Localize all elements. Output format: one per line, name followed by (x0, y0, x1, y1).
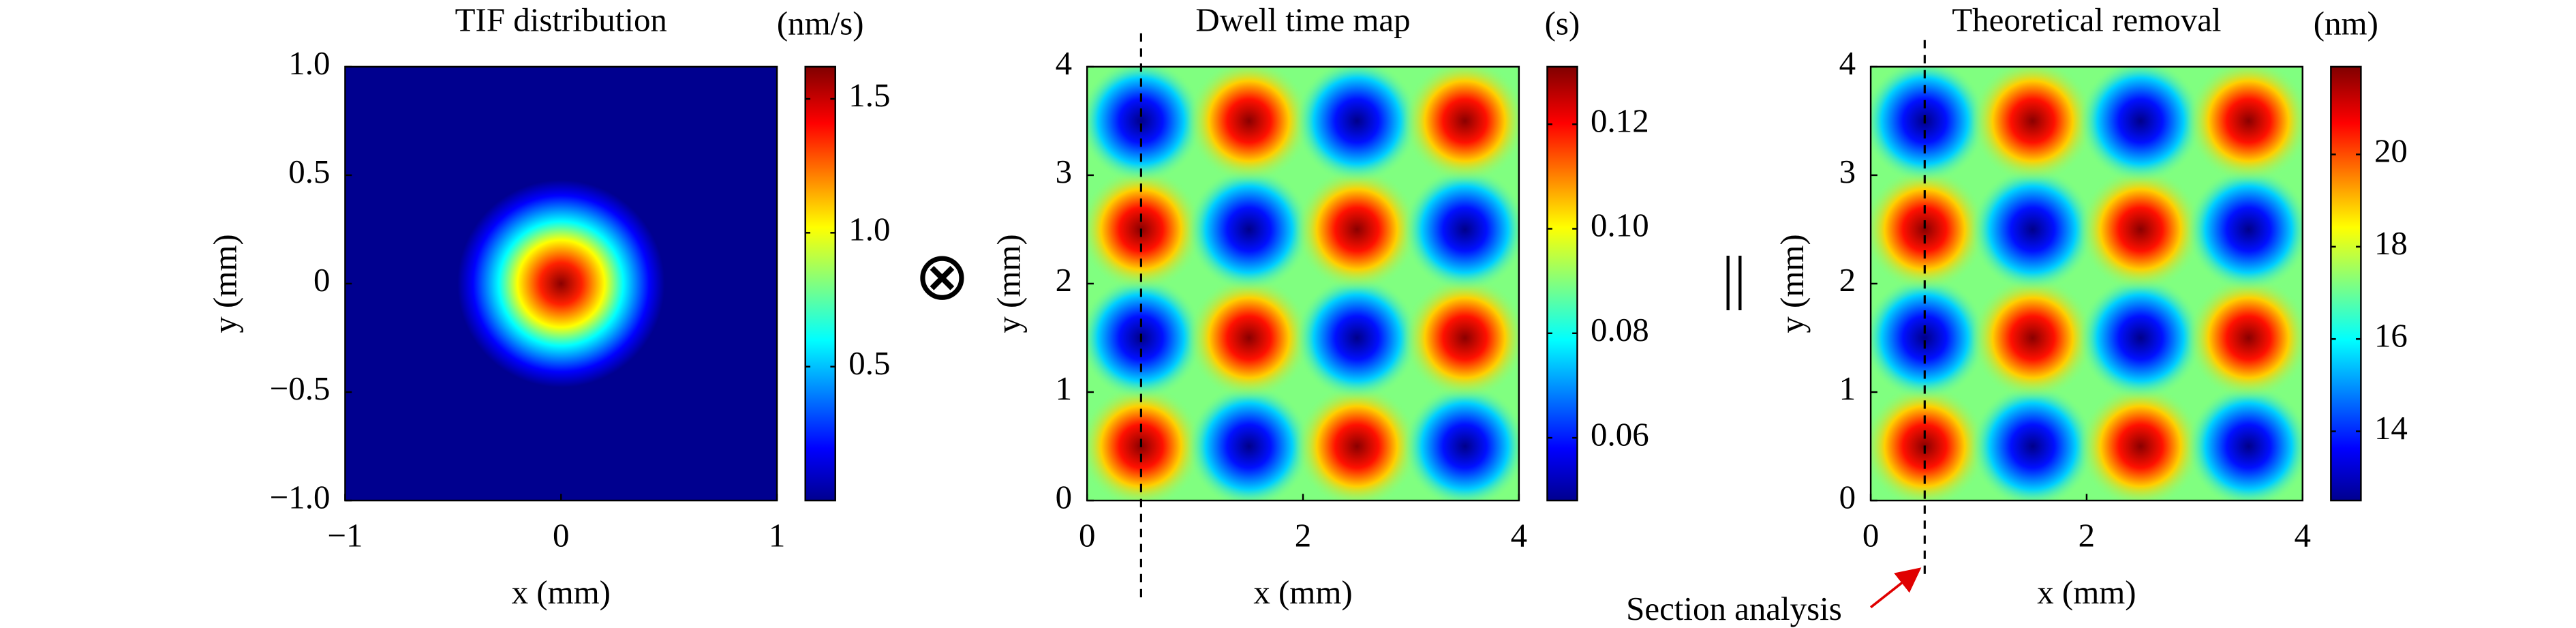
y-tick-label: 0 (1839, 478, 1856, 515)
x-axis-label: x (mm) (1253, 573, 1352, 611)
field-peak (1871, 167, 1987, 291)
arrow (1869, 567, 1922, 609)
field-trough (1971, 167, 2095, 291)
colorbar-label: (nm/s) (777, 4, 864, 42)
x-tick-label: 0 (553, 517, 569, 554)
y-axis-label: y (mm) (990, 234, 1027, 333)
heatmap (345, 66, 778, 501)
field-peak (1971, 275, 2095, 400)
colorbar-tick-label: 0.08 (1591, 311, 1649, 348)
field-trough (2079, 275, 2203, 400)
chart-title: Dwell time map (1195, 1, 1410, 38)
field-peak (1295, 385, 1419, 501)
colorbar-tick-label: 20 (2374, 132, 2408, 170)
field-trough (1971, 385, 2095, 501)
y-tick-label: 2 (1056, 261, 1072, 299)
field-trough (1087, 275, 1203, 400)
field-trough (1871, 66, 1987, 183)
field-peak (457, 179, 665, 388)
field-trough (2187, 167, 2303, 291)
colorbar-tick-label: 0.10 (1591, 207, 1649, 244)
y-axis-label: y (mm) (206, 234, 243, 333)
field-trough (2079, 66, 2203, 183)
y-tick-label: −0.5 (270, 370, 331, 407)
y-tick-label: 1 (1839, 370, 1856, 407)
colorbar-tick-label: 1.0 (848, 211, 890, 248)
annotation: Section analysis (1626, 590, 1842, 627)
field-trough (1187, 167, 1311, 291)
colorbar-tick-label: 14 (2374, 409, 2408, 447)
y-tick-label: 0.5 (288, 153, 330, 190)
y-axis-label: y (mm) (1773, 234, 1811, 333)
operator: || (1722, 245, 1746, 311)
x-tick-label: 1 (769, 517, 785, 554)
colorbar-tick-label: 0.06 (1591, 415, 1649, 453)
colorbar-tick-label: 0.12 (1591, 102, 1649, 139)
field-trough (1871, 275, 1987, 400)
colorbar-label: (s) (1545, 4, 1580, 42)
field-peak (2187, 275, 2303, 400)
colorbar (2330, 65, 2362, 502)
x-tick-label: 0 (1862, 517, 1879, 554)
heatmap (1087, 66, 1519, 501)
field-peak (2187, 66, 2303, 183)
colorbar-tick-label: 0.5 (848, 344, 890, 382)
field-peak (1087, 167, 1203, 291)
heatmap (1871, 66, 2303, 501)
colorbar-label: (nm) (2314, 4, 2378, 42)
y-tick-label: 0 (313, 261, 330, 299)
field-trough (1403, 385, 1519, 501)
field-peak (2079, 167, 2203, 291)
field-peak (1403, 66, 1519, 183)
field-peak (1403, 275, 1519, 400)
x-tick-label: 2 (1295, 517, 1311, 554)
field-peak (1187, 66, 1311, 183)
y-tick-label: 3 (1056, 153, 1072, 190)
colorbar-tick-label: 16 (2374, 316, 2408, 354)
colorbar (1546, 65, 1578, 502)
field-trough (1087, 66, 1203, 183)
field-peak (1187, 275, 1311, 400)
field-peak (1295, 167, 1419, 291)
x-axis-label: x (mm) (2037, 573, 2136, 611)
field-trough (2187, 385, 2303, 501)
y-tick-label: 0 (1056, 478, 1072, 515)
field-peak (1971, 66, 2095, 183)
x-tick-label: 4 (1511, 517, 1527, 554)
field-trough (1187, 385, 1311, 501)
colorbar (804, 65, 836, 502)
field-trough (1403, 167, 1519, 291)
x-axis-label: x (mm) (512, 573, 611, 611)
y-tick-label: −1.0 (270, 478, 331, 515)
x-tick-label: 4 (2295, 517, 2311, 554)
field-trough (1295, 275, 1419, 400)
x-tick-label: −1 (327, 517, 363, 554)
y-tick-label: 4 (1056, 44, 1072, 82)
field-peak (1871, 385, 1987, 501)
y-tick-label: 1.0 (288, 44, 330, 82)
y-tick-label: 4 (1839, 44, 1856, 82)
y-tick-label: 3 (1839, 153, 1856, 190)
field-trough (1295, 66, 1419, 183)
y-tick-label: 2 (1839, 261, 1856, 299)
y-tick-label: 1 (1056, 370, 1072, 407)
colorbar-tick-label: 18 (2374, 224, 2408, 262)
field-peak (2079, 385, 2203, 501)
x-tick-label: 0 (1079, 517, 1095, 554)
chart-title: Theoretical removal (1952, 1, 2221, 38)
field-peak (1087, 385, 1203, 501)
operator: ⊗ (914, 240, 970, 314)
x-tick-label: 2 (2079, 517, 2095, 554)
chart-title: TIF distribution (455, 1, 667, 38)
colorbar-tick-label: 1.5 (848, 76, 890, 114)
